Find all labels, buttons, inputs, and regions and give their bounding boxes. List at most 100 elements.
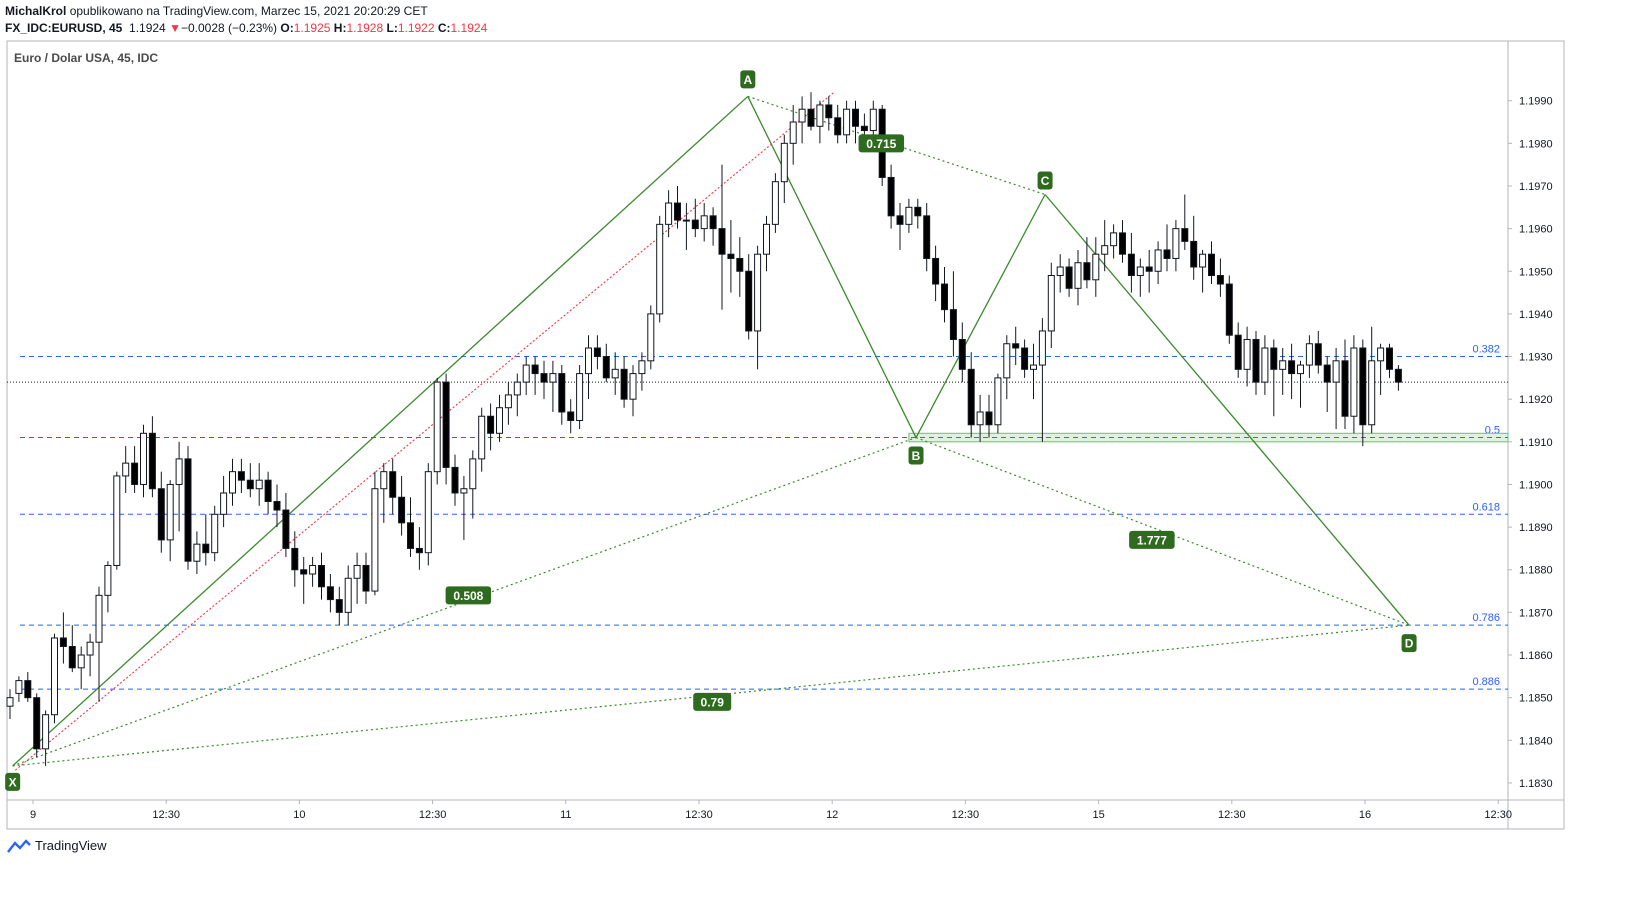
time-tick-label: 12:30 — [152, 809, 180, 821]
candle-body — [976, 411, 984, 426]
price-tick-label: 1.1850 — [1519, 693, 1553, 705]
tradingview-footer[interactable]: TradingView — [7, 838, 107, 853]
candle-body — [914, 206, 922, 217]
time-tick-label: 12:30 — [419, 809, 447, 821]
candle-body — [1110, 232, 1118, 247]
candle-body — [923, 215, 931, 259]
candle-body — [1323, 364, 1331, 383]
time-tick-label: 16 — [1359, 809, 1371, 821]
candle-body — [1190, 240, 1198, 268]
candle-body — [237, 471, 245, 481]
symbol-info-bar: FX_IDC:EURUSD, 45 1.1924 ▼−0.0028 (−0.23… — [5, 21, 487, 35]
fib-label: 0.786 — [1472, 612, 1500, 624]
author-name[interactable]: MichalKrol — [5, 4, 67, 18]
point-label-x: X — [5, 772, 21, 791]
candle-body — [727, 253, 735, 259]
candle-body — [1127, 253, 1135, 277]
candle-body — [665, 202, 673, 225]
candle-body — [326, 586, 334, 601]
point-label-b-text: B — [912, 449, 921, 463]
ratio-label-bg — [445, 586, 492, 605]
leg-cd — [1044, 194, 1410, 626]
price-tick-label: 1.1980 — [1519, 138, 1553, 150]
candle-body — [1172, 228, 1180, 259]
candle-body — [522, 364, 530, 383]
price-tick-label: 1.1830 — [1519, 778, 1553, 790]
candle-body — [967, 368, 975, 426]
candle-body — [1314, 343, 1322, 366]
candle-body — [193, 543, 201, 562]
candle-body — [958, 338, 966, 370]
candle-body — [994, 377, 1002, 426]
candle-body — [1163, 249, 1171, 259]
candle-body — [1030, 364, 1037, 370]
price-tick-label: 1.1940 — [1519, 309, 1553, 321]
candle-body — [816, 104, 824, 127]
point-label-d-bg — [1401, 634, 1417, 653]
candle-body — [949, 309, 957, 340]
candle-body — [246, 479, 254, 490]
time-axis[interactable]: 9 12:30 10 12:30 11 12:30 12 12:30 15 12:30 16 12:3… — [30, 800, 1512, 821]
point-label-x-bg — [5, 772, 21, 791]
candle-body — [42, 714, 50, 750]
publish-text: opublikowano na TradingView.com, Marzec … — [69, 4, 428, 18]
candle-body — [638, 360, 646, 375]
candle-body — [398, 496, 406, 524]
candle-body — [1199, 253, 1207, 268]
candle-body — [1225, 283, 1233, 336]
candle-body — [1261, 347, 1269, 383]
high-value: 1.1928 — [346, 21, 384, 35]
ratio-label: 1.777 — [1129, 530, 1175, 549]
candle-body — [1012, 343, 1020, 349]
candle-body — [1119, 232, 1126, 255]
time-tick-label: 15 — [1092, 809, 1104, 821]
price-axis[interactable]: 1.1990 1.1980 1.1970 1.1960 1.1950 1.1940 1.19… — [1508, 96, 1553, 790]
candle-body — [433, 381, 441, 473]
candle-body — [220, 492, 228, 515]
candle-body — [282, 509, 290, 549]
candle-body — [780, 142, 788, 183]
price-tick-label: 1.1860 — [1519, 650, 1553, 662]
ratio-label: 0.508 — [445, 586, 492, 605]
time-tick-label: 12:30 — [1484, 809, 1512, 821]
time-tick-label: 12:30 — [1218, 809, 1246, 821]
candle-body — [95, 594, 103, 643]
ratio-label: 0.79 — [693, 692, 732, 711]
open-label: O: — [280, 21, 294, 35]
ratio-label-bg — [693, 692, 732, 711]
candle-body — [68, 645, 76, 669]
candle-body — [798, 108, 806, 123]
candle-body — [602, 356, 610, 379]
publish-info: MichalKrol opublikowano na TradingView.c… — [5, 4, 428, 18]
candle-body — [593, 347, 601, 358]
price-tick-label: 1.1890 — [1519, 522, 1553, 534]
point-label-d-text: D — [1405, 637, 1414, 651]
candle-body — [1145, 266, 1153, 272]
candle-body — [424, 471, 432, 554]
high-label: H: — [333, 21, 347, 35]
candle-body — [611, 368, 619, 379]
candle-body — [33, 697, 41, 750]
point-label-b-bg — [908, 446, 924, 465]
candle-body — [1208, 253, 1215, 277]
candle-body — [1279, 360, 1287, 370]
candle-body — [1154, 249, 1162, 272]
candle-body — [442, 381, 450, 468]
candle-body — [540, 373, 548, 383]
price-tick-label: 1.1920 — [1519, 394, 1553, 406]
candle-body — [843, 108, 851, 136]
time-tick-label: 9 — [30, 809, 36, 821]
price-change: −0.0028 (−0.23%) — [180, 21, 278, 35]
candle-body — [558, 373, 566, 413]
candle-body — [202, 543, 210, 554]
candle-body — [1038, 330, 1046, 366]
candle-body — [335, 599, 343, 613]
candle-body — [789, 121, 797, 144]
price-tick-label: 1.1900 — [1519, 479, 1553, 491]
low-value: 1.1922 — [397, 21, 435, 35]
candle-body — [300, 569, 308, 575]
candle-body — [255, 479, 263, 490]
candle-body — [1350, 347, 1358, 417]
candle-body — [1386, 347, 1393, 370]
